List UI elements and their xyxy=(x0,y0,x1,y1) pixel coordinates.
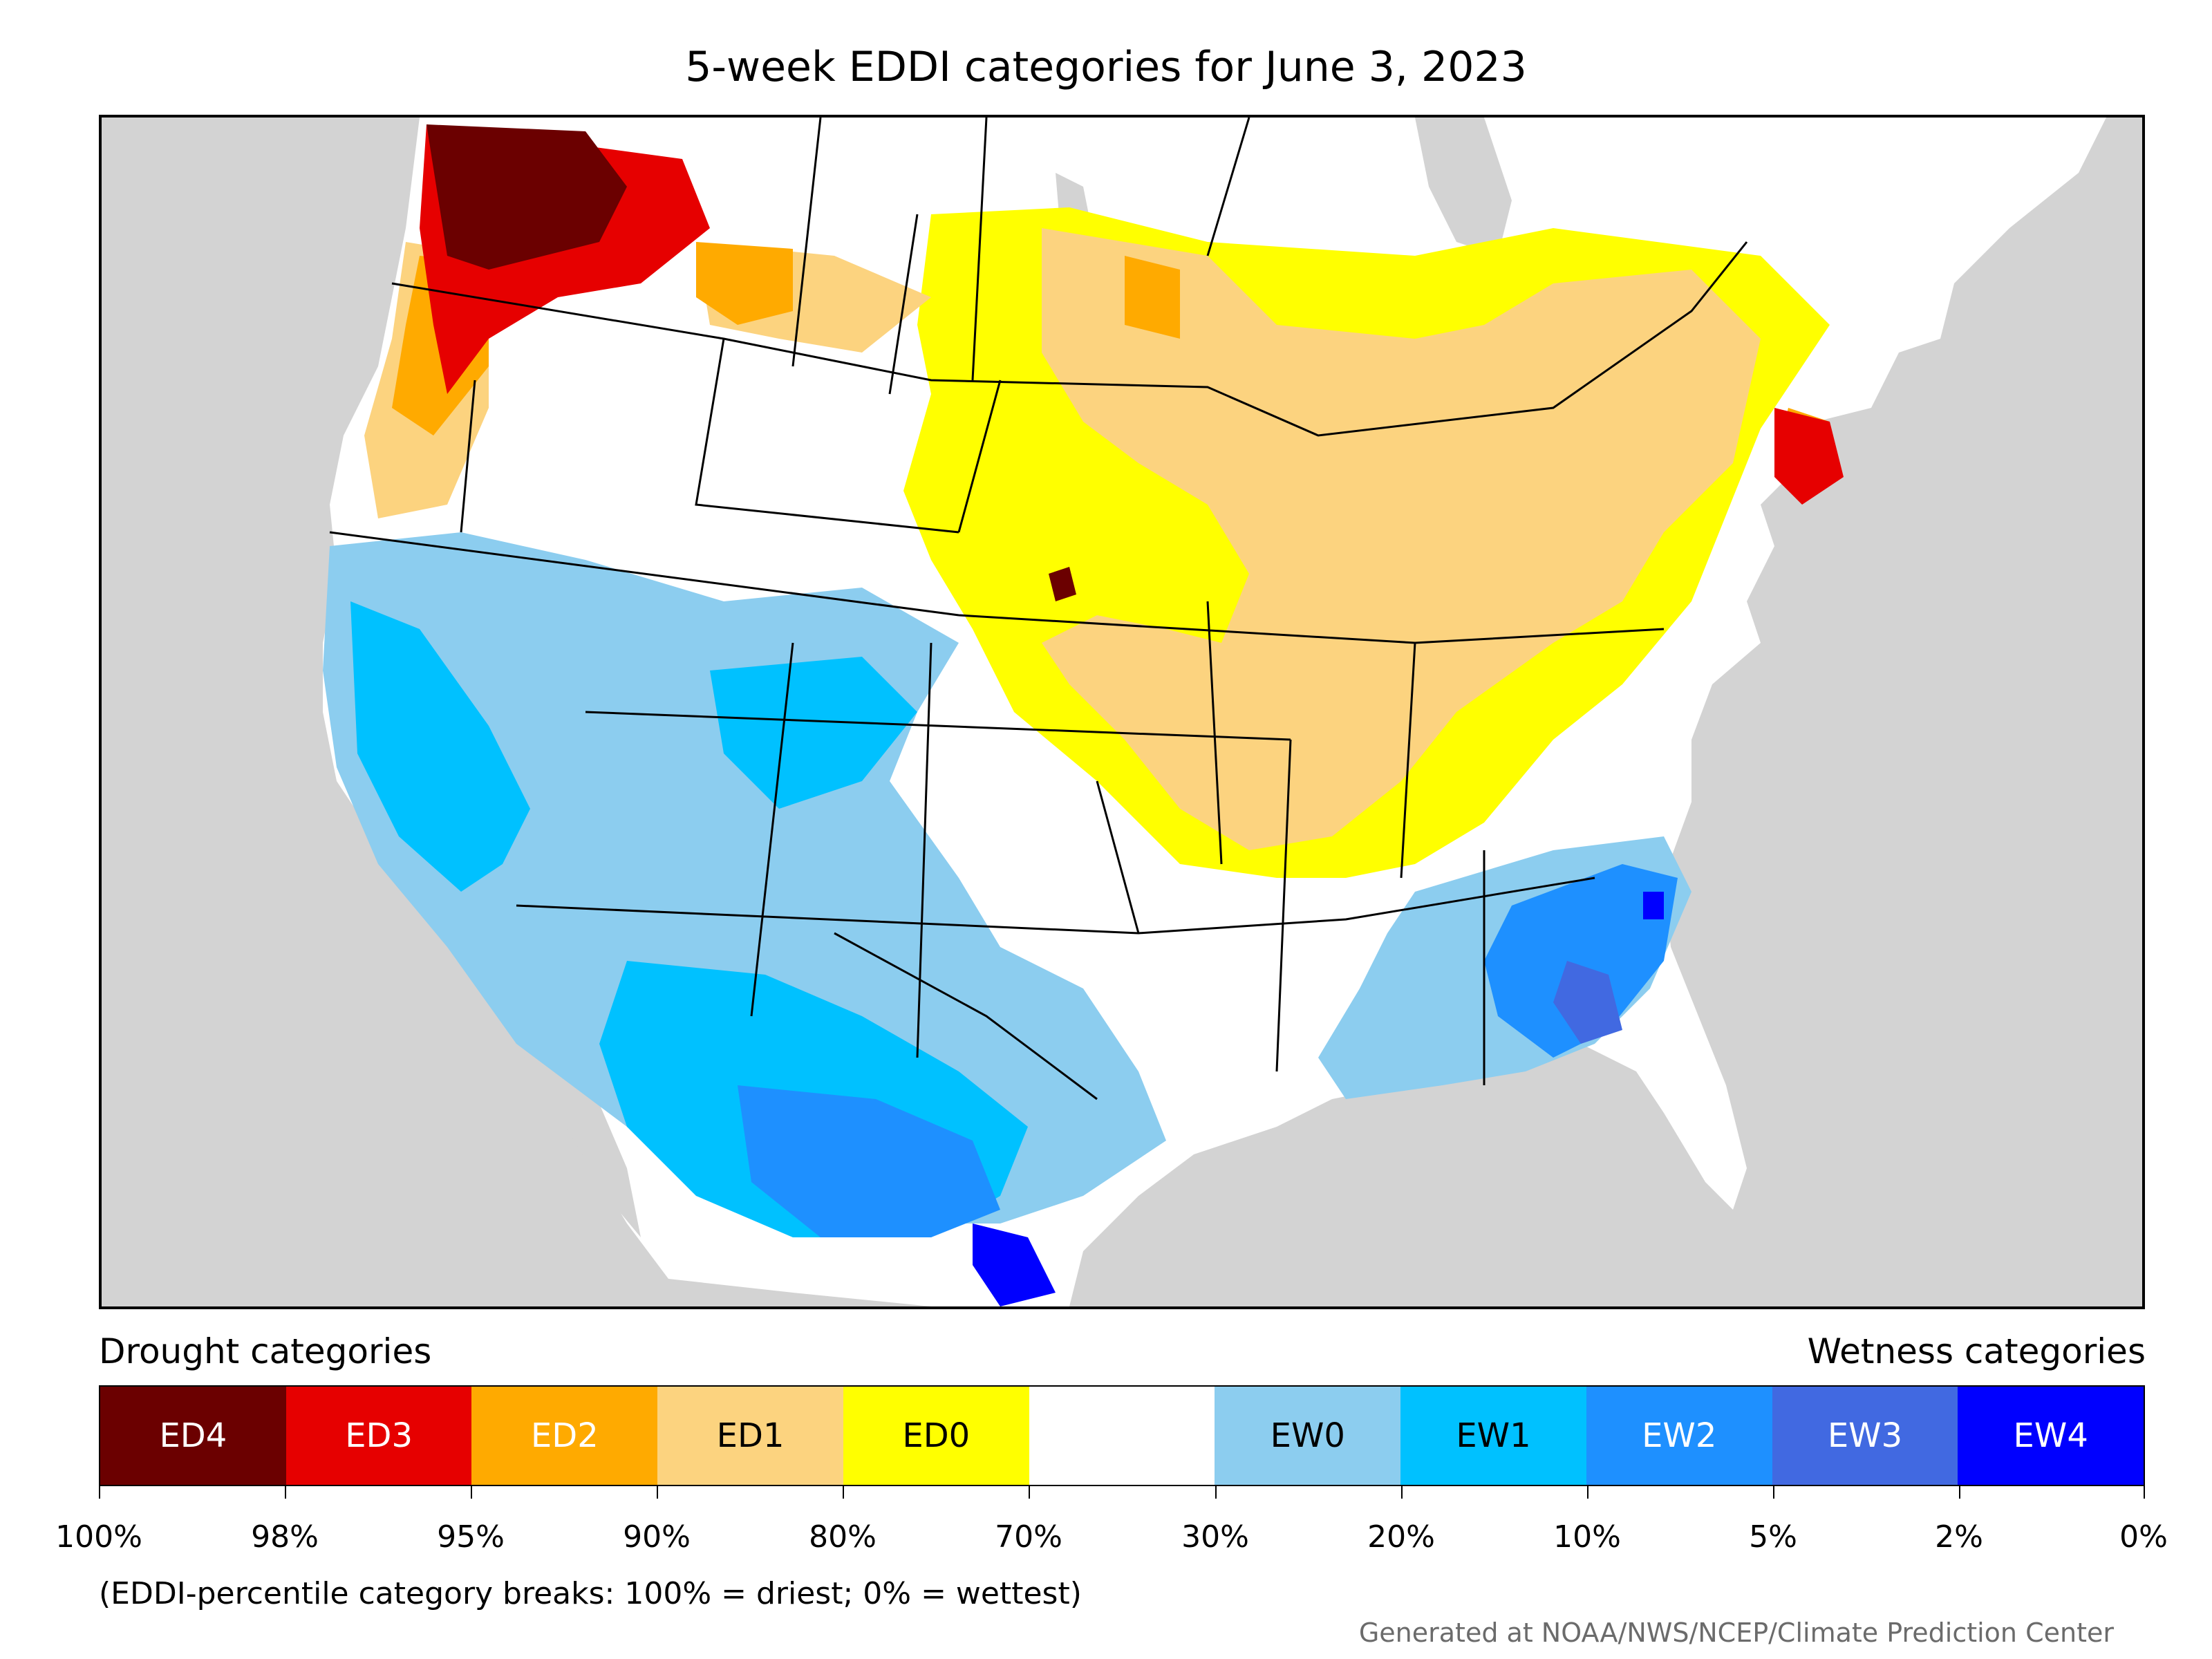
tick-mark xyxy=(285,1486,286,1499)
northern-lakes xyxy=(1056,118,1512,311)
tick-label: 100% xyxy=(55,1519,142,1555)
tick-mark xyxy=(1959,1486,1960,1499)
tick-label: 10% xyxy=(1553,1519,1621,1555)
legend-cell-neutral xyxy=(1029,1387,1215,1485)
tick-mark xyxy=(99,1486,100,1499)
legend-cell-ed0: ED0 xyxy=(843,1387,1029,1485)
tick-mark xyxy=(843,1486,844,1499)
legend-cell-ew3: EW3 xyxy=(1772,1387,1958,1485)
tick-label: 30% xyxy=(1181,1519,1249,1555)
tick-label: 70% xyxy=(995,1519,1062,1555)
wetness-categories-heading: Wetness categories xyxy=(1807,1331,2146,1371)
drought-areas xyxy=(364,124,1844,878)
legend-cell-ew1: EW1 xyxy=(1400,1387,1586,1485)
map-title: 5-week EDDI categories for June 3, 2023 xyxy=(685,43,1527,91)
category-colorbar: ED4 ED3 ED2 ED1 ED0 EW0 EW1 EW2 EW3 EW4 xyxy=(99,1385,2145,1486)
drought-categories-heading: Drought categories xyxy=(99,1331,432,1371)
tick-label: 98% xyxy=(251,1519,319,1555)
legend-cell-ed3: ED3 xyxy=(285,1387,472,1485)
political-boundaries xyxy=(329,118,1748,1100)
tick-mark xyxy=(2144,1486,2145,1499)
tick-mark xyxy=(1215,1486,1217,1499)
tick-mark xyxy=(1029,1486,1030,1499)
tick-label: 95% xyxy=(437,1519,505,1555)
tick-label: 20% xyxy=(1367,1519,1435,1555)
legend-cell-ed4: ED4 xyxy=(100,1387,286,1485)
tick-mark xyxy=(1587,1486,1588,1499)
tick-label: 90% xyxy=(623,1519,691,1555)
tick-mark xyxy=(657,1486,658,1499)
legend-cell-ew0: EW0 xyxy=(1215,1387,1401,1485)
tick-label: 80% xyxy=(809,1519,877,1555)
eddi-map xyxy=(99,115,2145,1309)
legend-cell-ed2: ED2 xyxy=(471,1387,658,1485)
map-canvas xyxy=(323,118,2106,1306)
credit-line: Generated at NOAA/NWS/NCEP/Climate Predi… xyxy=(1358,1618,2114,1648)
legend-cell-ew2: EW2 xyxy=(1586,1387,1772,1485)
wetness-areas xyxy=(323,532,1691,1306)
category-breaks-note: (EDDI-percentile category breaks: 100% =… xyxy=(99,1576,1082,1611)
tick-label: 2% xyxy=(1935,1519,1983,1555)
tick-label: 0% xyxy=(2119,1519,2168,1555)
tick-mark xyxy=(1773,1486,1774,1499)
tick-label: 5% xyxy=(1749,1519,1797,1555)
tick-mark xyxy=(471,1486,472,1499)
tick-mark xyxy=(1401,1486,1403,1499)
percentile-ticks: 100% 98% 95% 90% 80% 70% 30% 20% 10% 5% 2% 0% xyxy=(55,1486,2168,1555)
legend-cell-ew4: EW4 xyxy=(1958,1387,2144,1485)
legend-cell-ed1: ED1 xyxy=(657,1387,843,1485)
